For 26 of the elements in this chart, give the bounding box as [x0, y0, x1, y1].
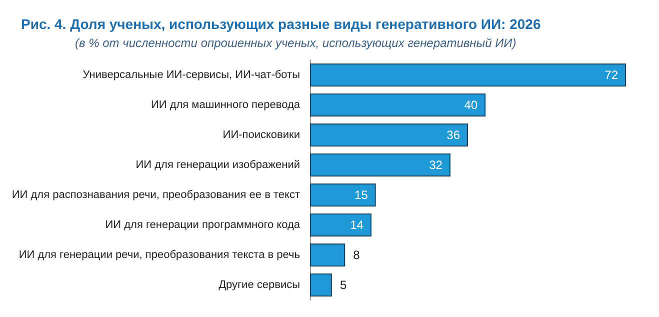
- bar: [310, 184, 376, 206]
- y-tick-label: ИИ для машинного перевода: [150, 99, 301, 111]
- data-label: 40: [464, 98, 478, 112]
- bar: [310, 64, 626, 86]
- chart-title: Рис. 4. Доля ученых, использующих разные виды генеративного ИИ: 2026: [21, 16, 541, 32]
- y-tick-label: ИИ-поисковики: [222, 129, 300, 141]
- y-tick-label: Универсальные ИИ-сервисы, ИИ-чат-боты: [82, 69, 300, 81]
- data-label: 32: [429, 158, 443, 172]
- data-label: 36: [446, 128, 460, 142]
- data-label: 72: [604, 68, 618, 82]
- bar: [310, 274, 332, 296]
- chart-subtitle: (в % от численности опрошенных ученых, использующих генеративный ИИ): [75, 36, 516, 50]
- data-label: 5: [340, 278, 347, 292]
- y-tick-label: ИИ для генерации изображений: [136, 159, 300, 171]
- bar: [310, 244, 346, 266]
- y-tick-label: Другие сервисы: [218, 279, 300, 291]
- y-tick-label: ИИ для генерации программного кода: [105, 219, 301, 231]
- bar: [310, 154, 450, 176]
- data-label: 14: [350, 218, 364, 232]
- bar: [310, 124, 468, 146]
- bar: [310, 214, 372, 236]
- data-label: 15: [354, 188, 368, 202]
- y-tick-label: ИИ для генерации речи, преобразования текста в речь: [18, 249, 300, 261]
- bar: [310, 94, 486, 116]
- data-label: 8: [353, 248, 360, 262]
- y-tick-label: ИИ для распознавания речи, преобразования ее в текст: [12, 189, 300, 201]
